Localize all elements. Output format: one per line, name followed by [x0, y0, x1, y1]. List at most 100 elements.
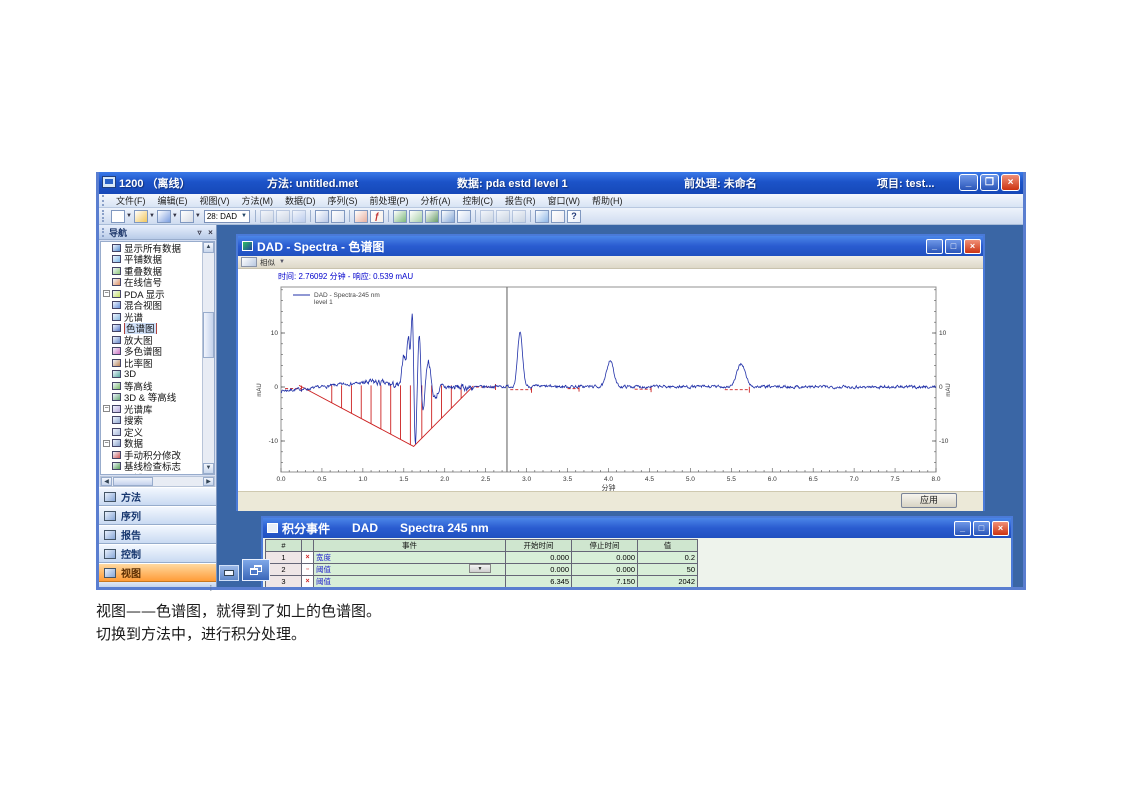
integration-icon[interactable]	[354, 209, 368, 223]
events-maximize-button[interactable]: □	[973, 520, 990, 536]
events-minimize-button[interactable]: _	[954, 520, 971, 536]
function-icon[interactable]: ƒ	[370, 209, 384, 223]
stop-time-cell[interactable]: 7.150	[571, 575, 638, 587]
nav-control-button[interactable]: 控制	[99, 544, 216, 563]
tree-item-manual-integration[interactable]: 手动积分修改	[101, 449, 202, 461]
window-layout-icon[interactable]	[441, 209, 455, 223]
tree-item-chromatogram[interactable]: 色谱图	[101, 322, 202, 334]
tree-item-tile-data[interactable]: 平铺数据	[101, 254, 202, 265]
panel-close-icon[interactable]: ×	[208, 227, 213, 237]
tree-vertical-scrollbar[interactable]: ▲ ▼	[202, 242, 214, 474]
scroll-thumb[interactable]	[203, 312, 214, 358]
tree-item-online-signal[interactable]: 在线信号	[101, 277, 202, 288]
tile-layout-icon[interactable]	[457, 209, 471, 223]
minimize-button[interactable]: _	[959, 174, 978, 191]
nav-view-button[interactable]: 视图	[99, 563, 216, 582]
stop-time-cell[interactable]: 0.000	[571, 563, 638, 576]
scroll-up-icon[interactable]: ▲	[203, 242, 214, 253]
event-cell[interactable]: 宽度	[313, 551, 506, 564]
tree-item-define[interactable]: 定义	[101, 426, 202, 438]
report-view-icon[interactable]	[393, 209, 407, 223]
chromatogram-plot[interactable]: 0.0 0.5 1.0 1.5 2.0 2.5 3.0 3.5 4.0 4.5 5.0 5.5 6.0 6…	[253, 282, 953, 494]
menu-item-3[interactable]: 方法(M)	[241, 196, 274, 206]
mouse-icon[interactable]	[551, 209, 565, 223]
table-view-icon[interactable]	[409, 209, 423, 223]
expander-icon[interactable]: −	[103, 290, 110, 298]
tree-item-pda-display[interactable]: − PDA 显示	[101, 288, 202, 300]
monitor-icon[interactable]	[535, 209, 549, 223]
chevron-down-icon[interactable]: ▼	[194, 213, 201, 219]
event-dropdown-button[interactable]: ▼	[469, 564, 491, 573]
chevron-down-icon[interactable]: ▼	[241, 213, 247, 219]
child-minimize-button[interactable]: _	[926, 238, 943, 254]
menu-item-8[interactable]: 控制(C)	[462, 196, 494, 206]
scroll-left-icon[interactable]: ◀	[101, 477, 112, 486]
annotate-icon[interactable]	[331, 209, 345, 223]
tree-item-contour[interactable]: 等高线	[101, 380, 202, 392]
table-row[interactable]: 1 × 宽度 0.000 0.000 0.2	[265, 551, 698, 564]
menu-item-6[interactable]: 前处理(P)	[369, 196, 409, 206]
tree-item-tile-display[interactable]: 平铺显示	[101, 472, 202, 474]
save-icon[interactable]	[156, 209, 171, 223]
tree-item-baseline-check[interactable]: 基线检查标志	[101, 461, 202, 472]
row-checkbox[interactable]: ×	[301, 551, 314, 564]
nav-method-button[interactable]: 方法	[99, 487, 216, 506]
nav-sequence-button[interactable]: 序列	[99, 506, 216, 525]
tree-horizontal-scrollbar[interactable]: ◀ ▶	[100, 476, 215, 487]
print-icon[interactable]	[179, 209, 194, 223]
chevron-down-icon[interactable]: ▼	[148, 213, 155, 219]
tree-item-3d-contour[interactable]: 3D & 等高线	[101, 392, 202, 403]
expander-icon[interactable]: −	[103, 405, 110, 413]
integration-events-titlebar[interactable]: 积分事件 DAD Spectra 245 nm _ □ ×	[263, 518, 1011, 538]
restore-button[interactable]: ❐	[980, 174, 999, 191]
open-file-icon[interactable]	[133, 209, 148, 223]
tree-item-data[interactable]: − 数据	[101, 438, 202, 449]
row-checkbox[interactable]: ×	[301, 575, 314, 587]
tree-item-spectra-library[interactable]: − 光谱库	[101, 403, 202, 415]
table-row[interactable]: 3 × 阈值 6.345 7.150 2042	[265, 575, 698, 587]
events-close-button[interactable]: ×	[992, 520, 1009, 536]
new-file-icon[interactable]	[111, 209, 125, 223]
minimized-window-button[interactable]	[219, 565, 239, 581]
expander-icon[interactable]: −	[103, 439, 110, 447]
chromatogram-titlebar[interactable]: DAD - Spectra - 色谱图 _ □ ×	[238, 236, 983, 256]
menu-item-10[interactable]: 窗口(W)	[547, 196, 581, 206]
chevron-down-icon[interactable]: ▼	[126, 213, 132, 219]
menu-item-0[interactable]: 文件(F)	[116, 196, 146, 206]
panel-options-icon[interactable]: ⁞	[209, 584, 212, 593]
menu-item-2[interactable]: 视图(V)	[199, 196, 230, 206]
start-time-cell[interactable]: 0.000	[505, 563, 572, 576]
menu-item-7[interactable]: 分析(A)	[420, 196, 451, 206]
hscroll-thumb[interactable]	[113, 477, 153, 486]
value-cell[interactable]: 0.2	[637, 551, 698, 564]
row-checkbox[interactable]: ▫	[301, 563, 314, 576]
value-cell[interactable]: 2042	[637, 575, 698, 587]
scroll-right-icon[interactable]: ▶	[203, 477, 214, 486]
pin-icon[interactable]: ▿	[197, 227, 202, 237]
annotation-button[interactable]	[241, 257, 257, 267]
chevron-down-icon[interactable]: ▼	[279, 259, 285, 265]
restore-window-button[interactable]	[242, 559, 270, 581]
event-cell[interactable]: 阈值	[313, 575, 506, 587]
value-cell[interactable]: 50	[637, 563, 698, 576]
menu-item-4[interactable]: 数据(D)	[285, 196, 316, 206]
close-button[interactable]: ×	[1001, 174, 1020, 191]
tree-item-ratio-view[interactable]: 比率图	[101, 357, 202, 369]
help-icon[interactable]: ?	[567, 209, 581, 223]
tree-item-multi-chromatogram[interactable]: 多色谱图	[101, 346, 202, 357]
apply-button[interactable]: 应用	[901, 493, 957, 508]
tree-item-search[interactable]: 搜索	[101, 415, 202, 426]
start-time-cell[interactable]: 0.000	[505, 551, 572, 564]
menu-item-5[interactable]: 序列(S)	[327, 196, 358, 206]
tree-item-show-all-data[interactable]: 显示所有数据	[101, 242, 202, 254]
chevron-down-icon[interactable]: ▼	[171, 213, 178, 219]
graph-view-icon[interactable]	[425, 209, 439, 223]
stop-time-cell[interactable]: 0.000	[571, 551, 638, 564]
zoom-icon[interactable]	[315, 209, 329, 223]
scroll-down-icon[interactable]: ▼	[203, 463, 214, 474]
child-close-button[interactable]: ×	[964, 238, 981, 254]
menu-item-11[interactable]: 帮助(H)	[592, 196, 623, 206]
tree-item-spectrum[interactable]: 光谱	[101, 311, 202, 323]
menu-item-1[interactable]: 编辑(E)	[157, 196, 188, 206]
table-row[interactable]: 2 ▫ 阈值 ▼ 0.000 0.000 50	[265, 563, 698, 576]
